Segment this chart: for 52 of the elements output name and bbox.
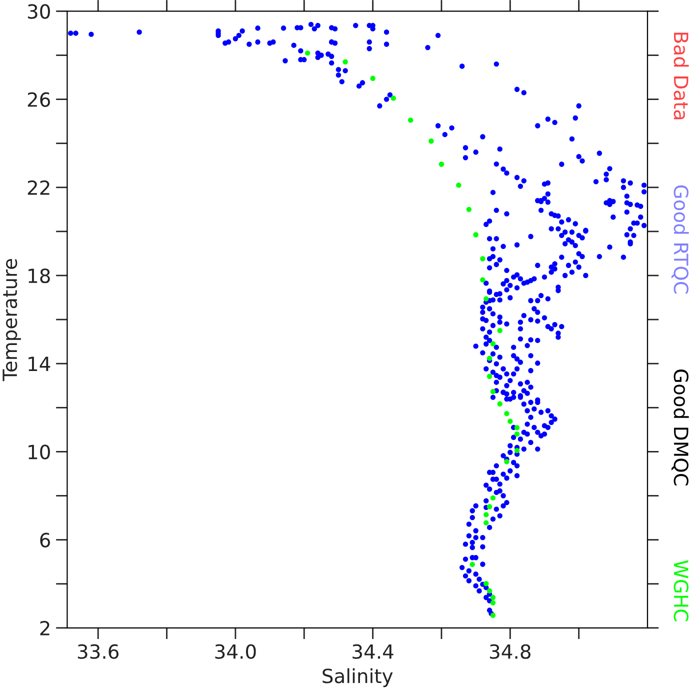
point <box>490 388 496 394</box>
x-tick-label: 34.4 <box>352 644 394 659</box>
point <box>480 256 486 262</box>
point <box>486 374 492 379</box>
point <box>490 495 496 501</box>
point <box>484 296 489 302</box>
point <box>504 411 510 416</box>
y-tick-label: 14 <box>28 356 50 371</box>
point <box>473 232 478 238</box>
point <box>470 562 475 568</box>
text: Bad Data <box>674 32 689 120</box>
point <box>390 96 396 101</box>
point <box>466 206 472 212</box>
text: WGHC <box>674 560 688 622</box>
point <box>490 341 496 346</box>
y-tick-label: 26 <box>28 92 50 107</box>
point <box>486 356 492 361</box>
point <box>508 418 513 424</box>
point <box>484 581 489 586</box>
point <box>490 594 496 600</box>
point <box>456 182 462 188</box>
point <box>408 118 414 123</box>
y-tick-label: 2 <box>40 620 50 636</box>
y-tick-label: 22 <box>28 180 50 195</box>
point <box>480 277 486 283</box>
y-tick-label: 6 <box>40 532 50 548</box>
y-axis-title: Temperature <box>2 259 21 382</box>
point <box>438 162 444 167</box>
point <box>497 401 502 407</box>
point <box>504 459 510 464</box>
text: Good RTQC <box>672 185 689 294</box>
point <box>486 504 492 510</box>
point <box>514 425 520 430</box>
point <box>514 431 520 437</box>
point <box>514 448 520 454</box>
y-tick-label: 10 <box>28 444 50 460</box>
point <box>342 59 348 64</box>
x-tick-label: 34.8 <box>490 644 530 659</box>
text: Good DMQC <box>672 370 689 486</box>
point <box>490 600 496 606</box>
y-tick-label: 18 <box>28 268 50 284</box>
x-tick-label: 34.0 <box>215 644 256 659</box>
point <box>428 138 434 144</box>
y-tick-label: 30 <box>28 4 50 19</box>
point <box>304 50 310 56</box>
point <box>484 512 489 518</box>
x-tick-label: 33.6 <box>78 644 119 659</box>
point <box>497 328 502 334</box>
x-axis-title: Salinity <box>322 668 393 688</box>
point <box>484 520 489 526</box>
point <box>486 588 492 594</box>
point <box>370 76 376 81</box>
